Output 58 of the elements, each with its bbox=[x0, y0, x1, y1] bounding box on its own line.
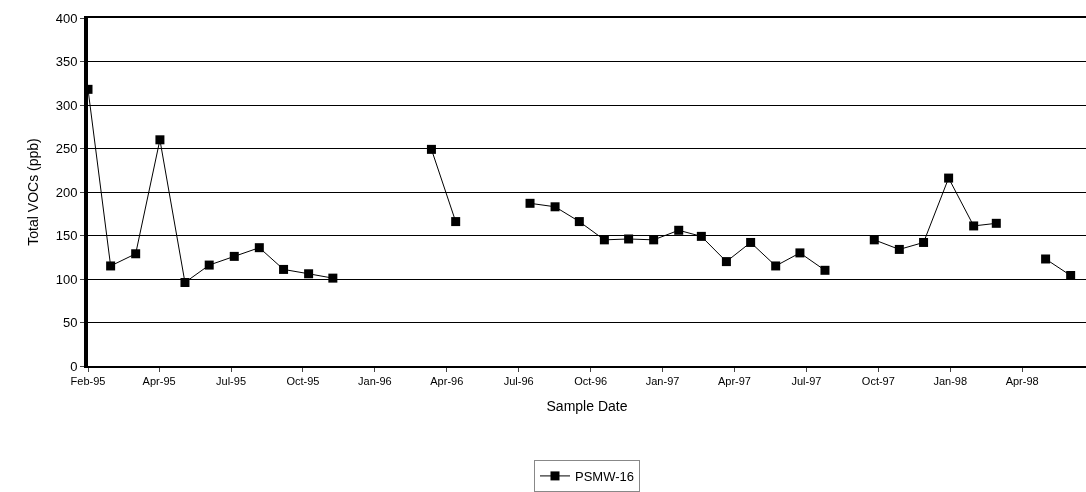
point bbox=[131, 249, 141, 259]
x-tick-label: Apr-97 bbox=[717, 375, 751, 388]
point bbox=[721, 257, 731, 267]
point bbox=[696, 231, 706, 241]
point bbox=[919, 237, 929, 247]
x-tick-label: Jan-96 bbox=[358, 375, 392, 388]
point bbox=[1041, 254, 1051, 264]
point bbox=[599, 235, 609, 245]
point bbox=[180, 277, 190, 287]
x-tick-label: Oct-96 bbox=[574, 375, 608, 388]
y-tick-label: 50 bbox=[62, 315, 78, 331]
y-axis-title: Total VOCs (ppb) bbox=[24, 138, 41, 246]
y-tick-label: 200 bbox=[55, 184, 78, 200]
x-tick-label: Apr-98 bbox=[1005, 375, 1039, 388]
point bbox=[229, 251, 239, 261]
x-tick-label: Oct-97 bbox=[861, 375, 895, 388]
point bbox=[771, 261, 781, 271]
x-tick-label: Jul-96 bbox=[503, 375, 534, 388]
point bbox=[155, 135, 165, 145]
point bbox=[944, 173, 954, 183]
point bbox=[991, 218, 1001, 228]
y-tick-label: 350 bbox=[55, 54, 78, 70]
point bbox=[451, 217, 461, 227]
legend-label: PSMW-16 bbox=[575, 468, 634, 484]
y-tick-label: 400 bbox=[55, 10, 78, 26]
y-tick-label: 0 bbox=[70, 358, 78, 374]
x-axis-title: Sample Date bbox=[546, 398, 628, 414]
point bbox=[894, 244, 904, 254]
point bbox=[746, 237, 756, 247]
point bbox=[525, 198, 535, 208]
point bbox=[550, 202, 560, 212]
y-tick-label: 250 bbox=[55, 141, 78, 157]
x-tick-label: Feb-95 bbox=[70, 375, 106, 388]
point bbox=[674, 225, 684, 235]
y-tick-label: 300 bbox=[55, 97, 78, 113]
point bbox=[328, 273, 338, 283]
point bbox=[106, 261, 116, 271]
x-tick-label: Jul-97 bbox=[791, 375, 822, 388]
point bbox=[279, 264, 289, 274]
point bbox=[254, 243, 264, 253]
point bbox=[204, 260, 214, 270]
point bbox=[624, 234, 634, 244]
point bbox=[969, 221, 979, 231]
x-tick-label: Apr-95 bbox=[142, 375, 176, 388]
point bbox=[426, 144, 436, 154]
x-tick-label: Apr-96 bbox=[430, 375, 464, 388]
point bbox=[795, 248, 805, 258]
x-tick-label: Jan-97 bbox=[645, 375, 680, 388]
y-tick-label: 100 bbox=[55, 271, 78, 287]
x-tick-label: Jul-95 bbox=[216, 375, 247, 388]
point bbox=[574, 217, 584, 227]
x-tick-label: Jan-98 bbox=[933, 375, 968, 388]
point bbox=[649, 235, 659, 245]
point bbox=[869, 235, 879, 245]
point bbox=[820, 265, 830, 275]
x-tick-label: Oct-95 bbox=[286, 375, 320, 388]
y-tick-label: 150 bbox=[55, 228, 78, 244]
point bbox=[304, 269, 314, 279]
